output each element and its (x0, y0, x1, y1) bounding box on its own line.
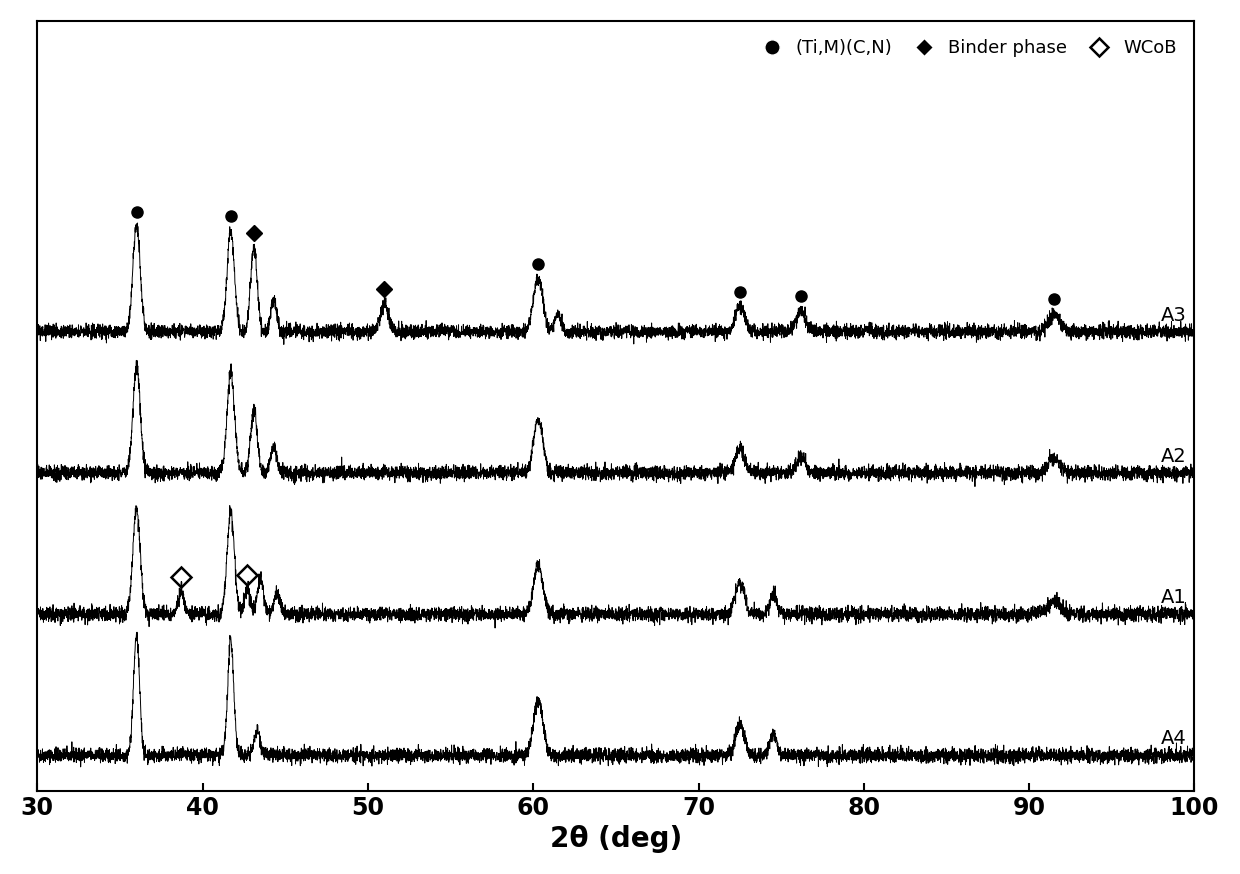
Text: A2: A2 (1161, 447, 1187, 466)
Text: A3: A3 (1161, 306, 1187, 324)
Legend: (Ti,M)(C,N), Binder phase, WCoB: (Ti,M)(C,N), Binder phase, WCoB (745, 30, 1185, 66)
X-axis label: 2θ (deg): 2θ (deg) (549, 825, 682, 853)
Text: A4: A4 (1161, 730, 1187, 748)
Text: A1: A1 (1161, 588, 1187, 607)
